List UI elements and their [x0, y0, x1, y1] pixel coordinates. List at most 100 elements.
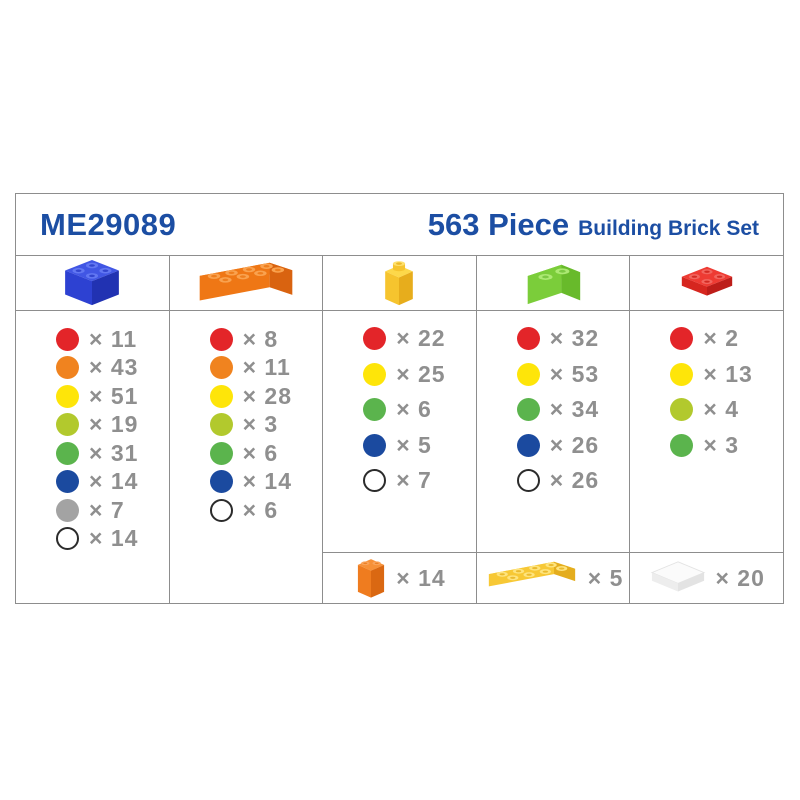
color-dot-orange	[209, 356, 233, 380]
count-row: × 14	[209, 468, 323, 497]
count-row: × 22	[363, 321, 476, 357]
set-name: Building Brick Set	[578, 216, 759, 240]
color-dot-white	[516, 469, 540, 493]
color-count-list: × 22 × 25 × 6 × 5 × 7	[323, 311, 476, 552]
color-dot-yellow	[670, 362, 694, 386]
color-dot-green	[363, 398, 387, 422]
color-dot-green	[56, 441, 79, 465]
count-row: × 3	[209, 411, 323, 440]
count-row: × 14	[56, 525, 169, 554]
count-row: × 11	[56, 325, 169, 354]
count-row: × 43	[56, 354, 169, 383]
count-label: × 25	[396, 360, 446, 387]
count-row: × 51	[56, 382, 169, 411]
count-label: × 7	[396, 467, 432, 494]
count-label: × 32	[549, 325, 600, 352]
extra-piece-count-label: × 14	[396, 564, 446, 591]
color-dot-lime	[670, 398, 694, 422]
count-label: × 19	[89, 411, 139, 438]
brick-image-cell	[630, 256, 783, 311]
extra-piece-cell: × 14	[323, 552, 476, 603]
orange-2x4-brick-icon	[194, 257, 298, 310]
count-row: × 7	[363, 463, 476, 499]
color-dot-orange	[56, 356, 79, 380]
count-row: × 6	[209, 439, 323, 468]
count-label: × 11	[242, 354, 291, 381]
color-dot-lime	[209, 413, 233, 437]
extra-piece-cell: × 5	[476, 552, 630, 603]
count-label: × 3	[703, 431, 739, 458]
count-row: × 19	[56, 411, 169, 440]
column-green-1x2-brick: × 32 × 53 × 34 × 26 × 26 × 5	[476, 256, 631, 603]
model-number: ME29089	[40, 206, 177, 242]
brick-image-cell	[169, 256, 323, 311]
count-row: × 53	[516, 357, 630, 393]
brick-image-cell	[323, 256, 476, 311]
count-row: × 32	[516, 321, 630, 357]
count-label: × 11	[89, 325, 138, 352]
count-row: × 26	[516, 463, 630, 499]
count-label: × 8	[242, 325, 279, 352]
brick-columns: × 11 × 43 × 51 × 19 × 31 × 14 × 7 × 14 × 8 × 11 × …	[16, 256, 783, 603]
brick-image-cell	[476, 256, 630, 311]
count-row: × 5	[363, 428, 476, 464]
count-label: × 26	[549, 467, 600, 494]
color-dot-yellow	[209, 384, 233, 408]
count-label: × 31	[89, 439, 139, 466]
count-row: × 26	[516, 428, 630, 464]
count-label: × 6	[396, 396, 432, 423]
count-label: × 34	[549, 396, 600, 423]
count-row: × 7	[56, 496, 169, 525]
count-label: × 53	[549, 360, 600, 387]
count-row: × 6	[363, 392, 476, 428]
color-dot-white	[209, 498, 233, 522]
color-dot-blue	[516, 433, 540, 457]
count-label: × 6	[242, 439, 279, 466]
color-dot-red	[56, 327, 79, 351]
count-row: × 2	[670, 321, 783, 357]
color-count-list: × 32 × 53 × 34 × 26 × 26	[477, 311, 630, 552]
white-2x2-tile-icon	[648, 560, 708, 596]
yellow-1x1-brick-icon	[380, 260, 418, 307]
color-dot-green	[209, 441, 233, 465]
count-row: × 28	[209, 382, 323, 411]
color-dot-blue	[209, 470, 233, 494]
color-dot-blue	[363, 433, 387, 457]
color-dot-yellow	[516, 362, 540, 386]
count-label: × 14	[89, 525, 139, 552]
count-label: × 14	[89, 468, 139, 495]
count-label: × 14	[242, 468, 292, 495]
orange-1x2-tall-brick-icon	[353, 555, 389, 601]
color-dot-blue	[56, 470, 79, 494]
count-label: × 6	[242, 496, 279, 523]
count-row: × 13	[670, 357, 783, 393]
color-dot-gray	[56, 498, 79, 522]
column-red-2x2-plate: × 2 × 13 × 4 × 3 × 20	[630, 256, 783, 603]
count-row: × 25	[363, 357, 476, 393]
count-label: × 28	[242, 382, 292, 409]
color-dot-red	[363, 327, 387, 351]
count-label: × 43	[89, 354, 139, 381]
count-label: × 51	[89, 382, 139, 409]
count-row: × 14	[56, 468, 169, 497]
blue-2x2-brick-icon	[61, 259, 123, 307]
red-2x2-plate-icon	[678, 265, 736, 301]
count-label: × 7	[89, 496, 125, 523]
count-row: × 31	[56, 439, 169, 468]
piece-count: 563 Piece	[427, 206, 570, 242]
extra-piece-count-label: × 20	[715, 564, 765, 591]
count-row: × 4	[670, 392, 783, 428]
color-dot-yellow	[363, 362, 387, 386]
color-dot-lime	[56, 413, 79, 437]
count-label: × 5	[396, 431, 432, 458]
extra-piece-cell: × 20	[630, 552, 783, 603]
count-label: × 2	[703, 325, 739, 352]
color-count-list: × 2 × 13 × 4 × 3	[630, 311, 783, 552]
count-row: × 3	[670, 428, 783, 464]
count-label: × 22	[396, 325, 446, 352]
color-dot-green	[516, 398, 540, 422]
color-count-list: × 8 × 11 × 28 × 3 × 6 × 14 × 6	[170, 311, 323, 603]
count-row: × 6	[209, 496, 323, 525]
column-yellow-1x1-brick: × 22 × 25 × 6 × 5 × 7 × 14	[323, 256, 477, 603]
